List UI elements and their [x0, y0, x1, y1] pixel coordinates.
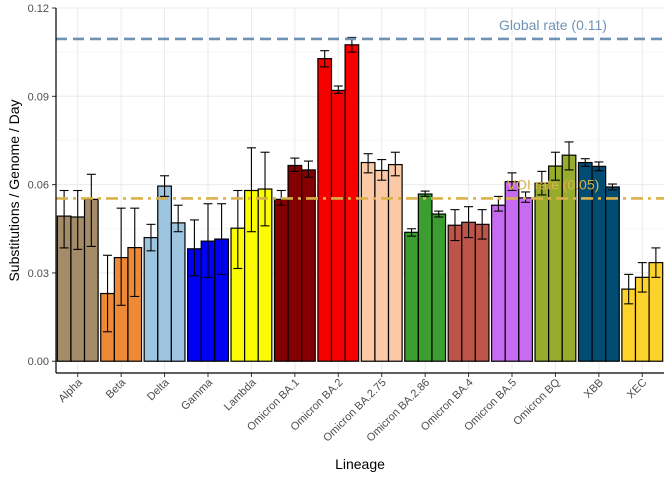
- bar-omicron-ba-2-86-3: [431, 213, 447, 362]
- bar-omicron-bq-2: [548, 165, 563, 362]
- bar-omicron-ba-4-2: [461, 221, 476, 362]
- bar-omicron-ba-5-2: [504, 181, 520, 362]
- y-tick-label: 0.03: [28, 268, 49, 280]
- bar-omicron-ba-2-86-2: [417, 193, 433, 362]
- bar-omicron-ba-5-1: [491, 204, 506, 362]
- x-axis-title: Lineage: [335, 456, 385, 472]
- bar-delta-2: [157, 185, 172, 362]
- bar-delta-3: [170, 222, 186, 362]
- y-tick-label: 0.06: [28, 180, 49, 192]
- reference-line-label: Global rate (0.11): [499, 17, 607, 33]
- bar-delta-1: [143, 236, 159, 362]
- y-axis-title: Substitutions / Genome / Day: [6, 99, 22, 281]
- y-tick-label: 0.12: [28, 3, 49, 15]
- bar-omicron-ba-2-3: [344, 44, 360, 362]
- bar-omicron-ba-1-2: [287, 164, 303, 362]
- bar-omicron-ba-4-3: [474, 223, 490, 362]
- bar-omicron-ba-2-75-1: [360, 161, 376, 362]
- bar-omicron-ba-1-1: [273, 198, 289, 362]
- y-tick-label: 0.09: [28, 91, 49, 103]
- bar-omicron-ba-2-86-1: [404, 231, 419, 362]
- bar-xbb-3: [605, 186, 620, 362]
- bar-omicron-ba-2-1: [317, 58, 333, 362]
- bar-xbb-2: [591, 165, 607, 362]
- bar-omicron-ba-5-3: [518, 197, 533, 362]
- bar-omicron-bq-1: [534, 182, 550, 362]
- reference-lines: Global rate (0.11) VOI rate (0.05): [56, 17, 664, 200]
- bar-omicron-ba-2-75-3: [387, 163, 403, 362]
- bar-omicron-ba-4-1: [447, 224, 463, 362]
- bars: [56, 44, 664, 362]
- y-tick-label: 0.00: [28, 356, 49, 368]
- bar-omicron-ba-2-2: [330, 89, 346, 362]
- reference-line-label: VOI rate (0.05): [507, 176, 600, 192]
